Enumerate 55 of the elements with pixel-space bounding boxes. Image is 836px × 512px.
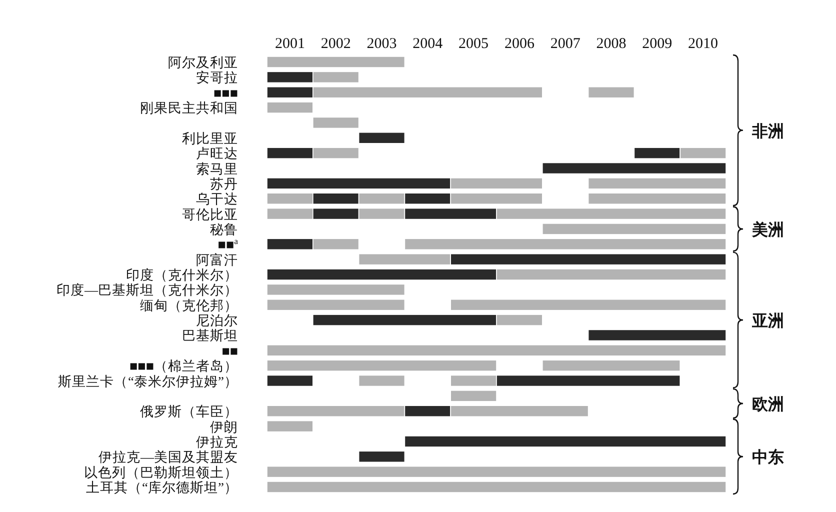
- x-tick-label: 2010: [688, 36, 718, 52]
- bar: [266, 344, 726, 356]
- bar: [312, 116, 360, 129]
- y-tick-label: ■■: [222, 343, 238, 358]
- y-tick-label: 索马里: [196, 161, 238, 176]
- y-tick-label: 卢旺达: [196, 146, 238, 162]
- bar: [358, 374, 406, 387]
- bar: [450, 390, 497, 402]
- x-tick-label: 2001: [274, 36, 305, 52]
- y-tick-label: 乌干达: [196, 192, 238, 207]
- y-tick-label: 巴基斯坦: [182, 328, 238, 344]
- y-tick-label: 印度（克什米尔）: [126, 268, 238, 282]
- bar: [542, 360, 680, 372]
- y-tick-label: 安哥拉: [196, 70, 238, 86]
- bar: [266, 298, 406, 311]
- bar: [450, 298, 726, 311]
- y-tick-label: 土耳其（“库尔德斯坦”）: [86, 480, 238, 495]
- y-tick-label: 尼泊尔: [196, 313, 238, 328]
- bar: [266, 284, 406, 296]
- x-tick-label: 2004: [412, 36, 444, 52]
- x-tick-label: 2007: [550, 36, 581, 52]
- y-tick-label: 刚果民主共和国: [140, 100, 238, 116]
- y-tick-label: 缅甸（克伦邦）: [140, 298, 238, 313]
- x-tick-label: 2005: [458, 36, 489, 52]
- y-tick-label: 利比里亚: [182, 130, 238, 146]
- bar: [266, 56, 406, 68]
- x-tick-label: 2002: [320, 36, 351, 52]
- y-tick-label: 俄罗斯（车臣）: [140, 404, 238, 420]
- y-tick-label: 印度—巴基斯坦（克什米尔）: [56, 282, 238, 298]
- y-tick-label: 伊拉克: [196, 434, 238, 450]
- y-tick-label: 斯里兰卡（“泰米尔伊拉姆”）: [58, 374, 238, 389]
- y-tick-label: 阿尔及利亚: [168, 55, 238, 70]
- bar: [266, 466, 726, 478]
- y-tick-label: 哥伦比亚: [182, 206, 238, 222]
- bar: [266, 360, 497, 372]
- y-tick-label: ■■■: [214, 85, 238, 100]
- bar: [588, 86, 635, 98]
- y-tick-label: 伊拉克—美国及其盟友: [98, 450, 238, 465]
- y-tick-label: 以色列（巴勒斯坦领土）: [84, 464, 238, 480]
- bar: [266, 102, 314, 114]
- y-tick-label: 秘鲁: [210, 222, 238, 237]
- bar: [542, 223, 726, 235]
- y-tick-label: ■■■（棉兰者岛）: [130, 358, 238, 374]
- bar: [588, 178, 726, 190]
- y-tick-label: 苏丹: [210, 176, 238, 192]
- bar: [266, 420, 314, 432]
- x-tick-label: 2003: [366, 36, 397, 52]
- x-tick-label: 2009: [642, 36, 672, 52]
- bar: [404, 238, 726, 250]
- y-tick-label: ■■$^{a}$: [218, 236, 238, 252]
- x-tick-label: 2006: [504, 36, 535, 52]
- bar: [266, 481, 726, 493]
- y-tick-label: 伊朗: [210, 419, 238, 434]
- x-tick-label: 2008: [596, 36, 626, 52]
- y-tick-label: 阿富汗: [196, 252, 238, 268]
